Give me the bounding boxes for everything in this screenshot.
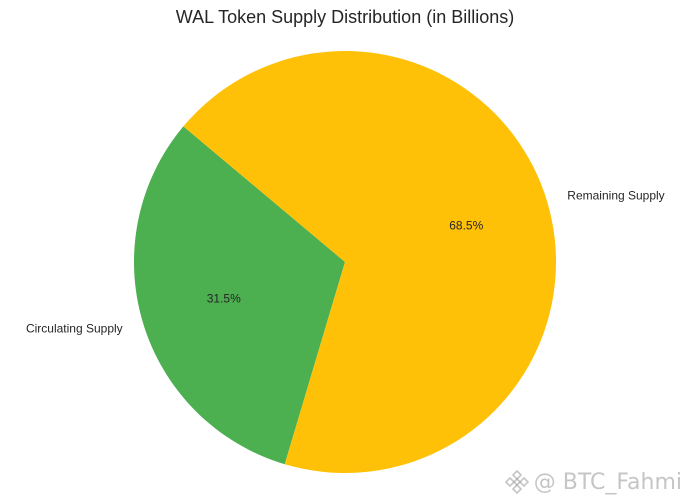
pie-slice-circulating-supply: [133, 126, 345, 465]
slice-label: Circulating Supply: [26, 322, 123, 336]
pie-slice-remaining-supply: [183, 51, 556, 473]
binance-logo-icon: [504, 469, 530, 495]
pie-labels: 31.5% Circulating Supply 68.5% Remaining Su…: [26, 188, 665, 335]
slice-label: Remaining Supply: [567, 188, 664, 202]
watermark: @ BTC_Fahmi: [504, 469, 682, 495]
watermark-text: @ BTC_Fahmi: [533, 469, 682, 495]
percent-label: 68.5%: [449, 219, 483, 233]
percent-label: 31.5%: [207, 291, 241, 305]
pie-slices: [133, 51, 556, 473]
chart-title: WAL Token Supply Distribution (in Billio…: [176, 7, 514, 27]
